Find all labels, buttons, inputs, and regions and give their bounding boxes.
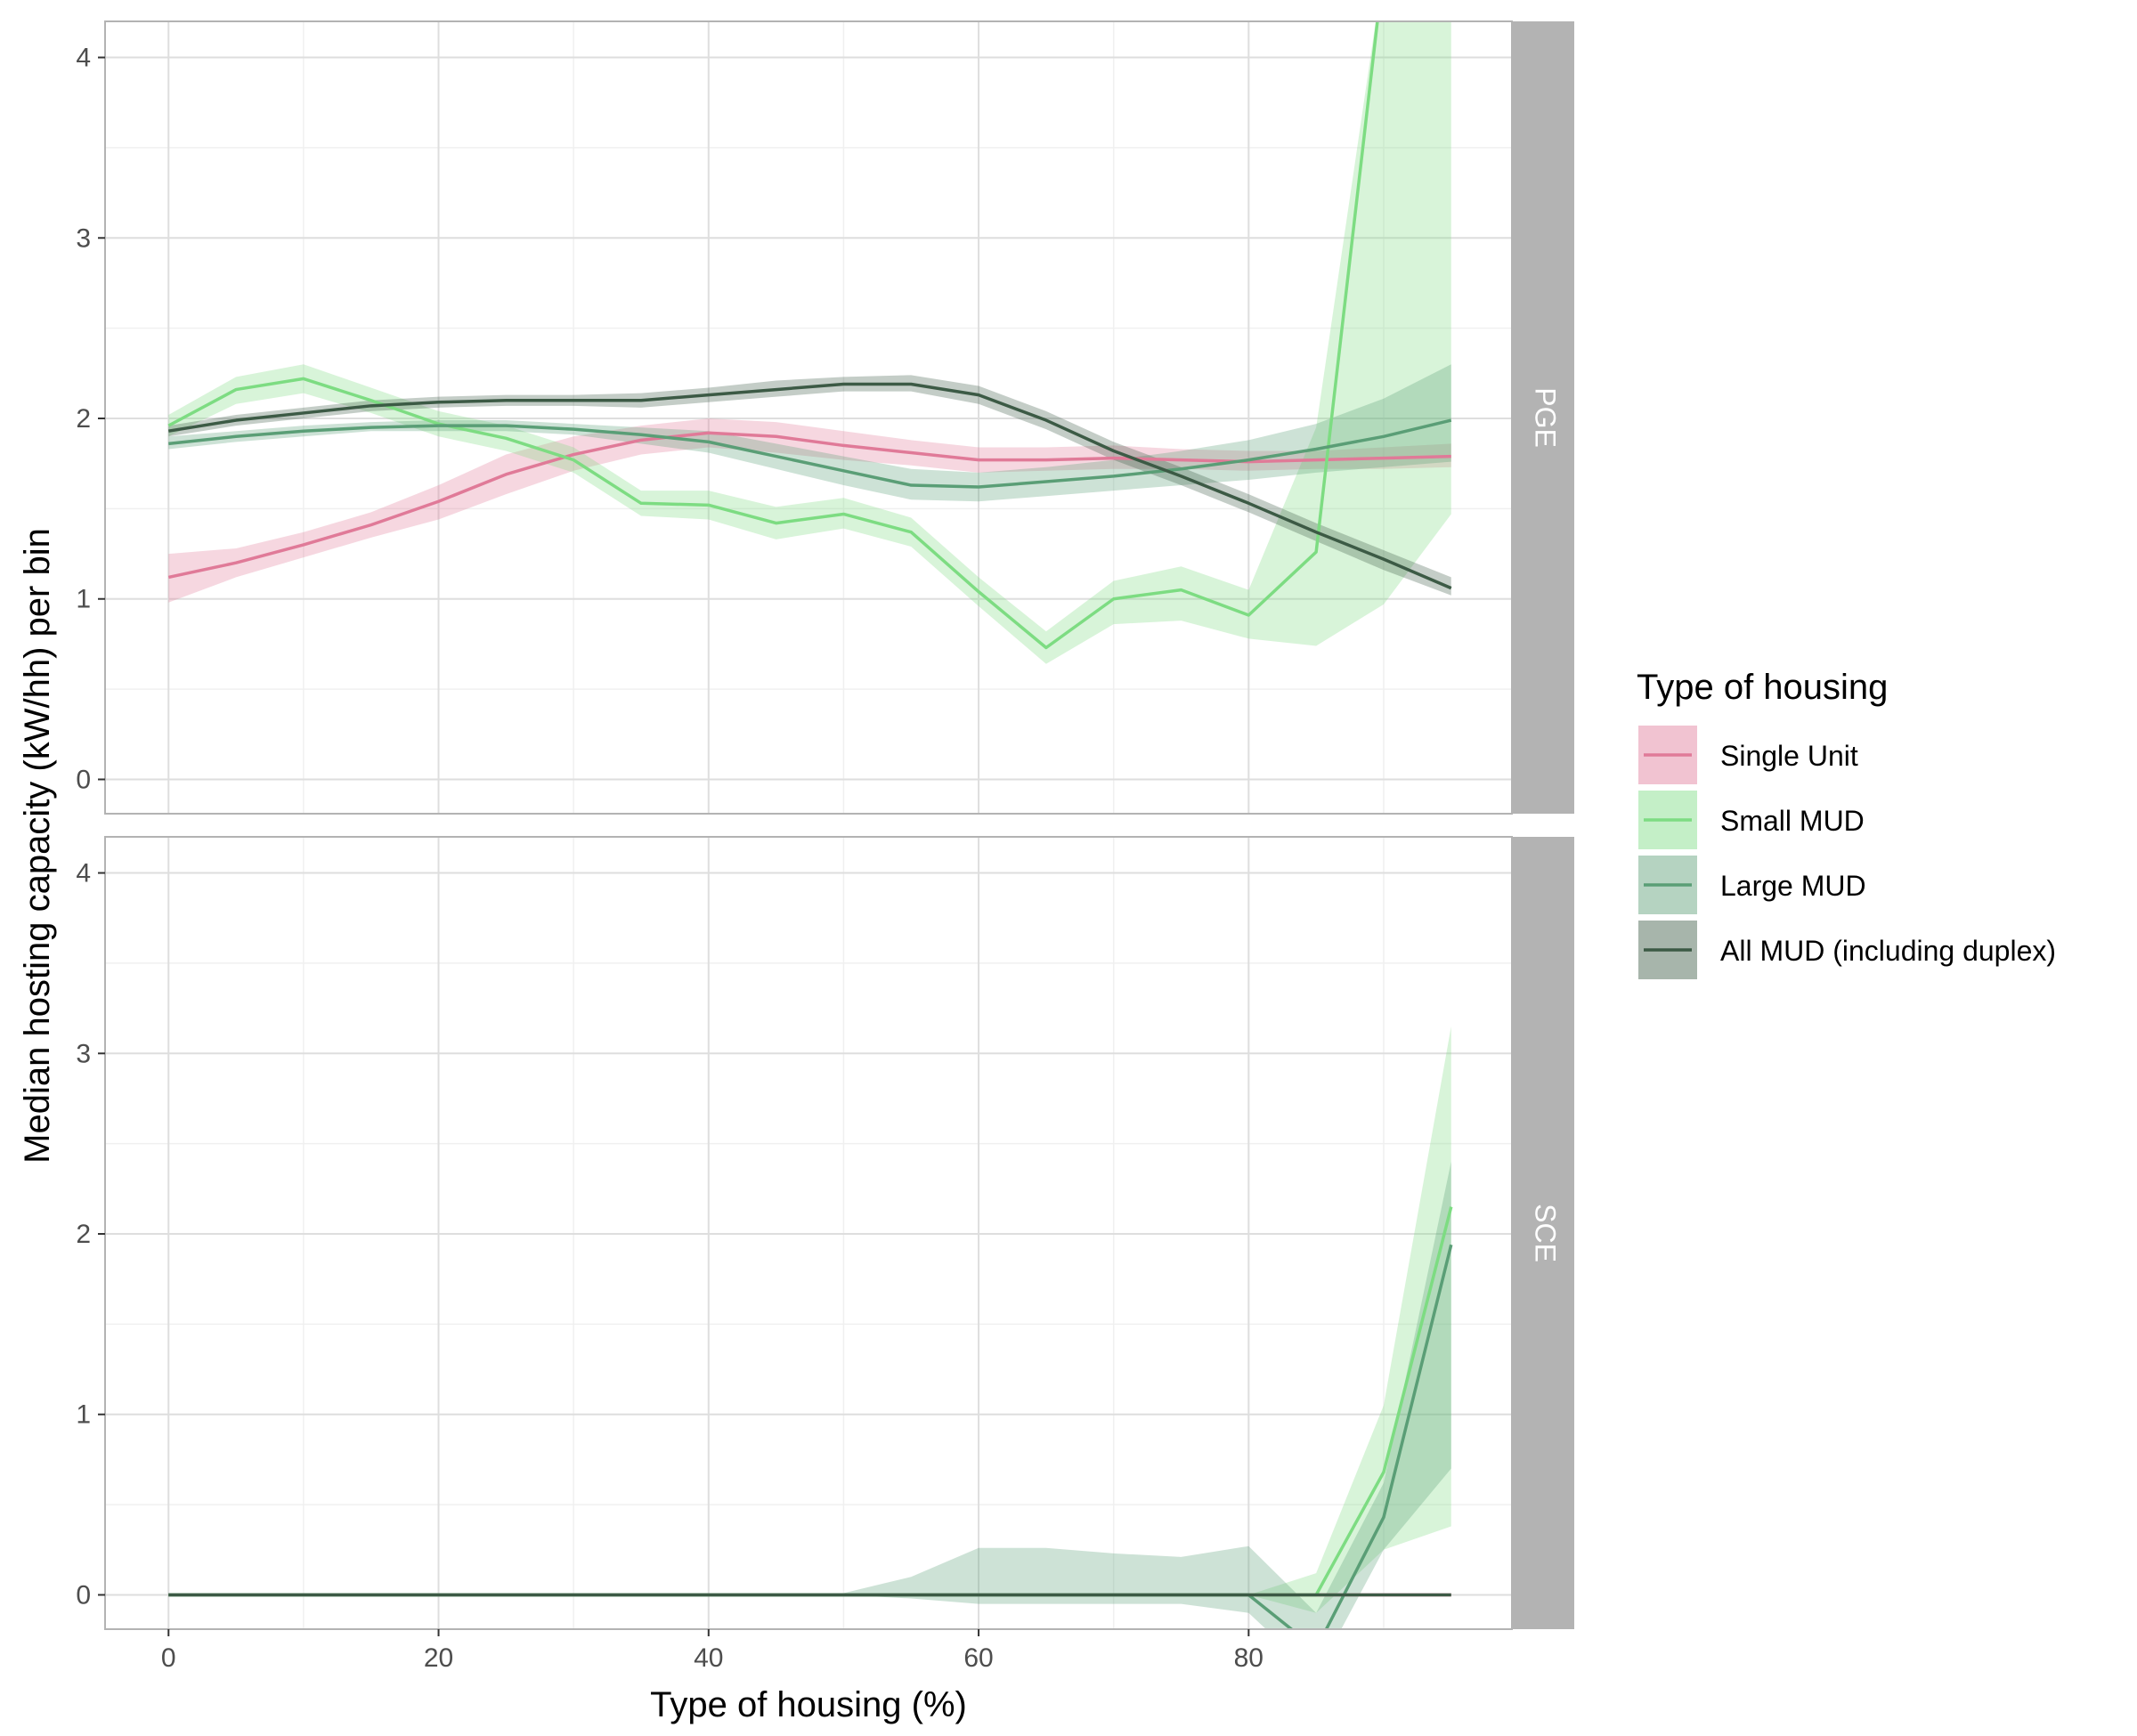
- x-tick-label: 0: [161, 1643, 176, 1673]
- x-tick-label: 20: [424, 1643, 453, 1673]
- facet-strip: [1512, 21, 1574, 814]
- y-tick-label: 3: [76, 223, 91, 253]
- y-axis-title: Median hosting capacity (kW/hh) per bin: [18, 528, 57, 1164]
- ribbon-large-mud: [168, 364, 1451, 502]
- legend-label: Small MUD: [1720, 805, 1865, 837]
- panel-sce: 0 1 2 3 4 SCE 0 20 40 60 80: [76, 836, 1574, 1673]
- panel-border: [104, 836, 1513, 1630]
- facet-label-sce: SCE: [1530, 1204, 1562, 1262]
- y-tick-label: 0: [76, 1580, 91, 1610]
- ribbon-small-mud: [168, 21, 1451, 664]
- x-tick-label: 60: [963, 1643, 993, 1673]
- ribbon-small-mud: [168, 1026, 1451, 1613]
- series-layer: [167, 21, 1452, 664]
- panel-pge: 0 1 2 3 4 PGE: [76, 20, 1574, 815]
- line-small-mud: [167, 21, 1379, 650]
- x-axis-title: Type of housing (%): [650, 1685, 967, 1724]
- y-tick-label: 2: [76, 1220, 91, 1249]
- panel-border: [104, 20, 1513, 815]
- legend: Single Unit Small MUD Large MUD All MUD (in…: [1638, 726, 2056, 979]
- line-large-mud: [168, 418, 1452, 489]
- ribbon-single-unit: [168, 418, 1451, 603]
- y-tick-label: 4: [76, 44, 91, 73]
- y-tick-label: 0: [76, 765, 91, 794]
- legend-item-large-mud: Large MUD: [1638, 856, 1866, 914]
- legend-title: Type of housing: [1637, 668, 1888, 707]
- facet-strip: [1512, 837, 1574, 1629]
- y-tick-label: 3: [76, 1039, 91, 1068]
- series-layer: [168, 1026, 1453, 1629]
- y-tick-label: 1: [76, 585, 91, 614]
- y-tick-label: 1: [76, 1400, 91, 1430]
- ribbon-all-mud-including-duplex: [168, 375, 1451, 596]
- legend-label: All MUD (including duplex): [1720, 935, 2056, 967]
- facet-label-pge: PGE: [1530, 387, 1562, 448]
- ribbon-large-mud: [168, 1161, 1451, 1629]
- y-tick-label: 2: [76, 404, 91, 434]
- x-tick-label: 80: [1234, 1643, 1264, 1673]
- line-all-mud-including-duplex: [167, 382, 1452, 590]
- legend-label: Single Unit: [1720, 740, 1858, 772]
- legend-label: Large MUD: [1720, 870, 1866, 902]
- legend-item-small-mud: Small MUD: [1638, 791, 1865, 849]
- legend-item-all-mud-including-duplex: All MUD (including duplex): [1638, 921, 2056, 979]
- x-tick-label: 40: [694, 1643, 723, 1673]
- line-small-mud: [168, 1206, 1453, 1597]
- y-tick-label: 4: [76, 859, 91, 888]
- legend-item-single-unit: Single Unit: [1638, 726, 1858, 784]
